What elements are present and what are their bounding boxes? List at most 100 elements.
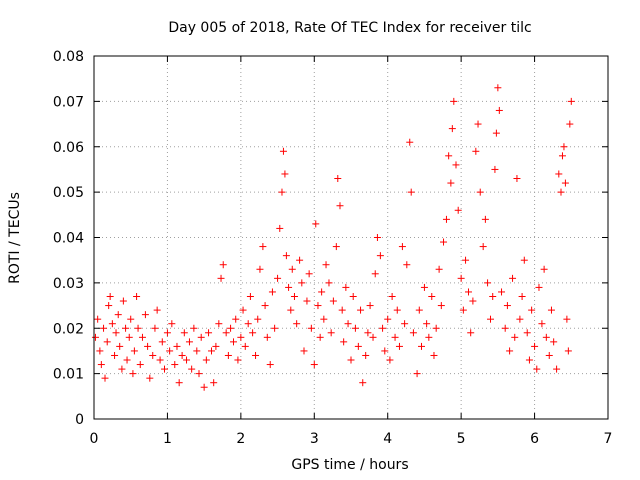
data-point xyxy=(550,338,558,346)
data-point xyxy=(344,320,352,328)
data-point xyxy=(153,306,161,314)
data-point xyxy=(114,311,122,319)
chart-title: Day 005 of 2018, Rate Of TEC Index for r… xyxy=(168,20,531,36)
data-point xyxy=(130,347,138,355)
data-point xyxy=(476,188,484,196)
data-point xyxy=(417,342,425,350)
data-point xyxy=(349,292,357,300)
data-point xyxy=(428,292,436,300)
data-point xyxy=(149,351,157,359)
data-point xyxy=(403,261,411,269)
data-point xyxy=(146,374,154,382)
data-point xyxy=(437,302,445,310)
data-point xyxy=(298,279,306,287)
data-point xyxy=(138,333,146,341)
data-point xyxy=(279,147,287,155)
data-point xyxy=(118,365,126,373)
data-point xyxy=(307,324,315,332)
x-axis-label: GPS time / hours xyxy=(291,457,408,473)
data-point xyxy=(237,333,245,341)
data-point xyxy=(376,252,384,260)
data-point xyxy=(108,320,116,328)
data-point xyxy=(336,202,344,210)
data-point xyxy=(338,306,346,314)
data-point xyxy=(447,179,455,187)
data-point xyxy=(249,329,257,337)
data-point xyxy=(398,243,406,251)
x-tick-label: 4 xyxy=(383,431,392,447)
data-point xyxy=(217,274,225,282)
data-point xyxy=(222,329,230,337)
data-point xyxy=(136,361,144,369)
data-point xyxy=(371,270,379,278)
data-point xyxy=(125,333,133,341)
data-point xyxy=(373,234,381,241)
y-tick-label: 0.05 xyxy=(53,185,84,201)
data-point xyxy=(173,342,181,350)
x-tick-label: 1 xyxy=(163,431,172,447)
data-point xyxy=(401,320,409,328)
data-point xyxy=(557,188,565,196)
data-point xyxy=(540,265,548,273)
data-point xyxy=(327,329,335,337)
data-point xyxy=(101,374,109,382)
data-point xyxy=(244,320,252,328)
data-point xyxy=(239,306,247,314)
data-point xyxy=(195,370,203,378)
data-point xyxy=(528,306,536,314)
data-point xyxy=(254,315,262,323)
y-tick-label: 0.02 xyxy=(53,321,84,337)
data-point xyxy=(430,351,438,359)
data-point xyxy=(359,379,367,387)
data-point xyxy=(156,356,164,364)
data-point xyxy=(320,315,328,323)
data-point xyxy=(227,324,235,332)
data-point xyxy=(357,306,365,314)
data-point xyxy=(261,302,269,310)
data-point xyxy=(274,274,282,282)
data-point xyxy=(185,338,193,346)
data-point xyxy=(435,265,443,273)
data-point xyxy=(384,315,392,323)
data-point xyxy=(450,97,458,105)
data-point xyxy=(469,297,477,305)
data-point xyxy=(166,347,174,355)
data-point xyxy=(531,342,539,350)
data-point xyxy=(535,283,543,291)
data-point xyxy=(246,292,254,300)
x-tick-label: 0 xyxy=(90,431,99,447)
data-point xyxy=(347,356,355,364)
data-point xyxy=(290,292,298,300)
data-point xyxy=(423,320,431,328)
data-point xyxy=(141,311,149,319)
data-point xyxy=(452,161,460,169)
x-tick-label: 3 xyxy=(310,431,319,447)
data-point xyxy=(281,170,289,178)
data-point xyxy=(555,170,563,178)
y-tick-label: 0.06 xyxy=(53,140,84,156)
data-point xyxy=(200,383,208,391)
data-point xyxy=(354,342,362,350)
axes: 0 1 2 3 4 5 6 7 0 0.01 0.02 0.03 0.04 0.05 0.06 0.07 0.0… xyxy=(53,49,613,447)
data-point xyxy=(303,297,311,305)
data-point xyxy=(516,315,524,323)
data-point xyxy=(506,347,514,355)
data-point xyxy=(481,215,489,223)
data-point xyxy=(316,333,324,341)
data-point xyxy=(205,329,213,337)
y-tick-label: 0.01 xyxy=(53,367,84,383)
grid xyxy=(94,56,608,419)
data-point xyxy=(415,306,423,314)
data-point xyxy=(432,324,440,332)
data-point xyxy=(322,261,330,269)
data-point xyxy=(351,324,359,332)
data-point xyxy=(340,338,348,346)
data-point xyxy=(134,324,142,332)
data-point xyxy=(282,252,290,260)
data-point xyxy=(106,292,114,300)
data-point xyxy=(103,338,111,346)
x-tick-label: 7 xyxy=(604,431,613,447)
data-point xyxy=(381,347,389,355)
data-point xyxy=(296,256,304,264)
